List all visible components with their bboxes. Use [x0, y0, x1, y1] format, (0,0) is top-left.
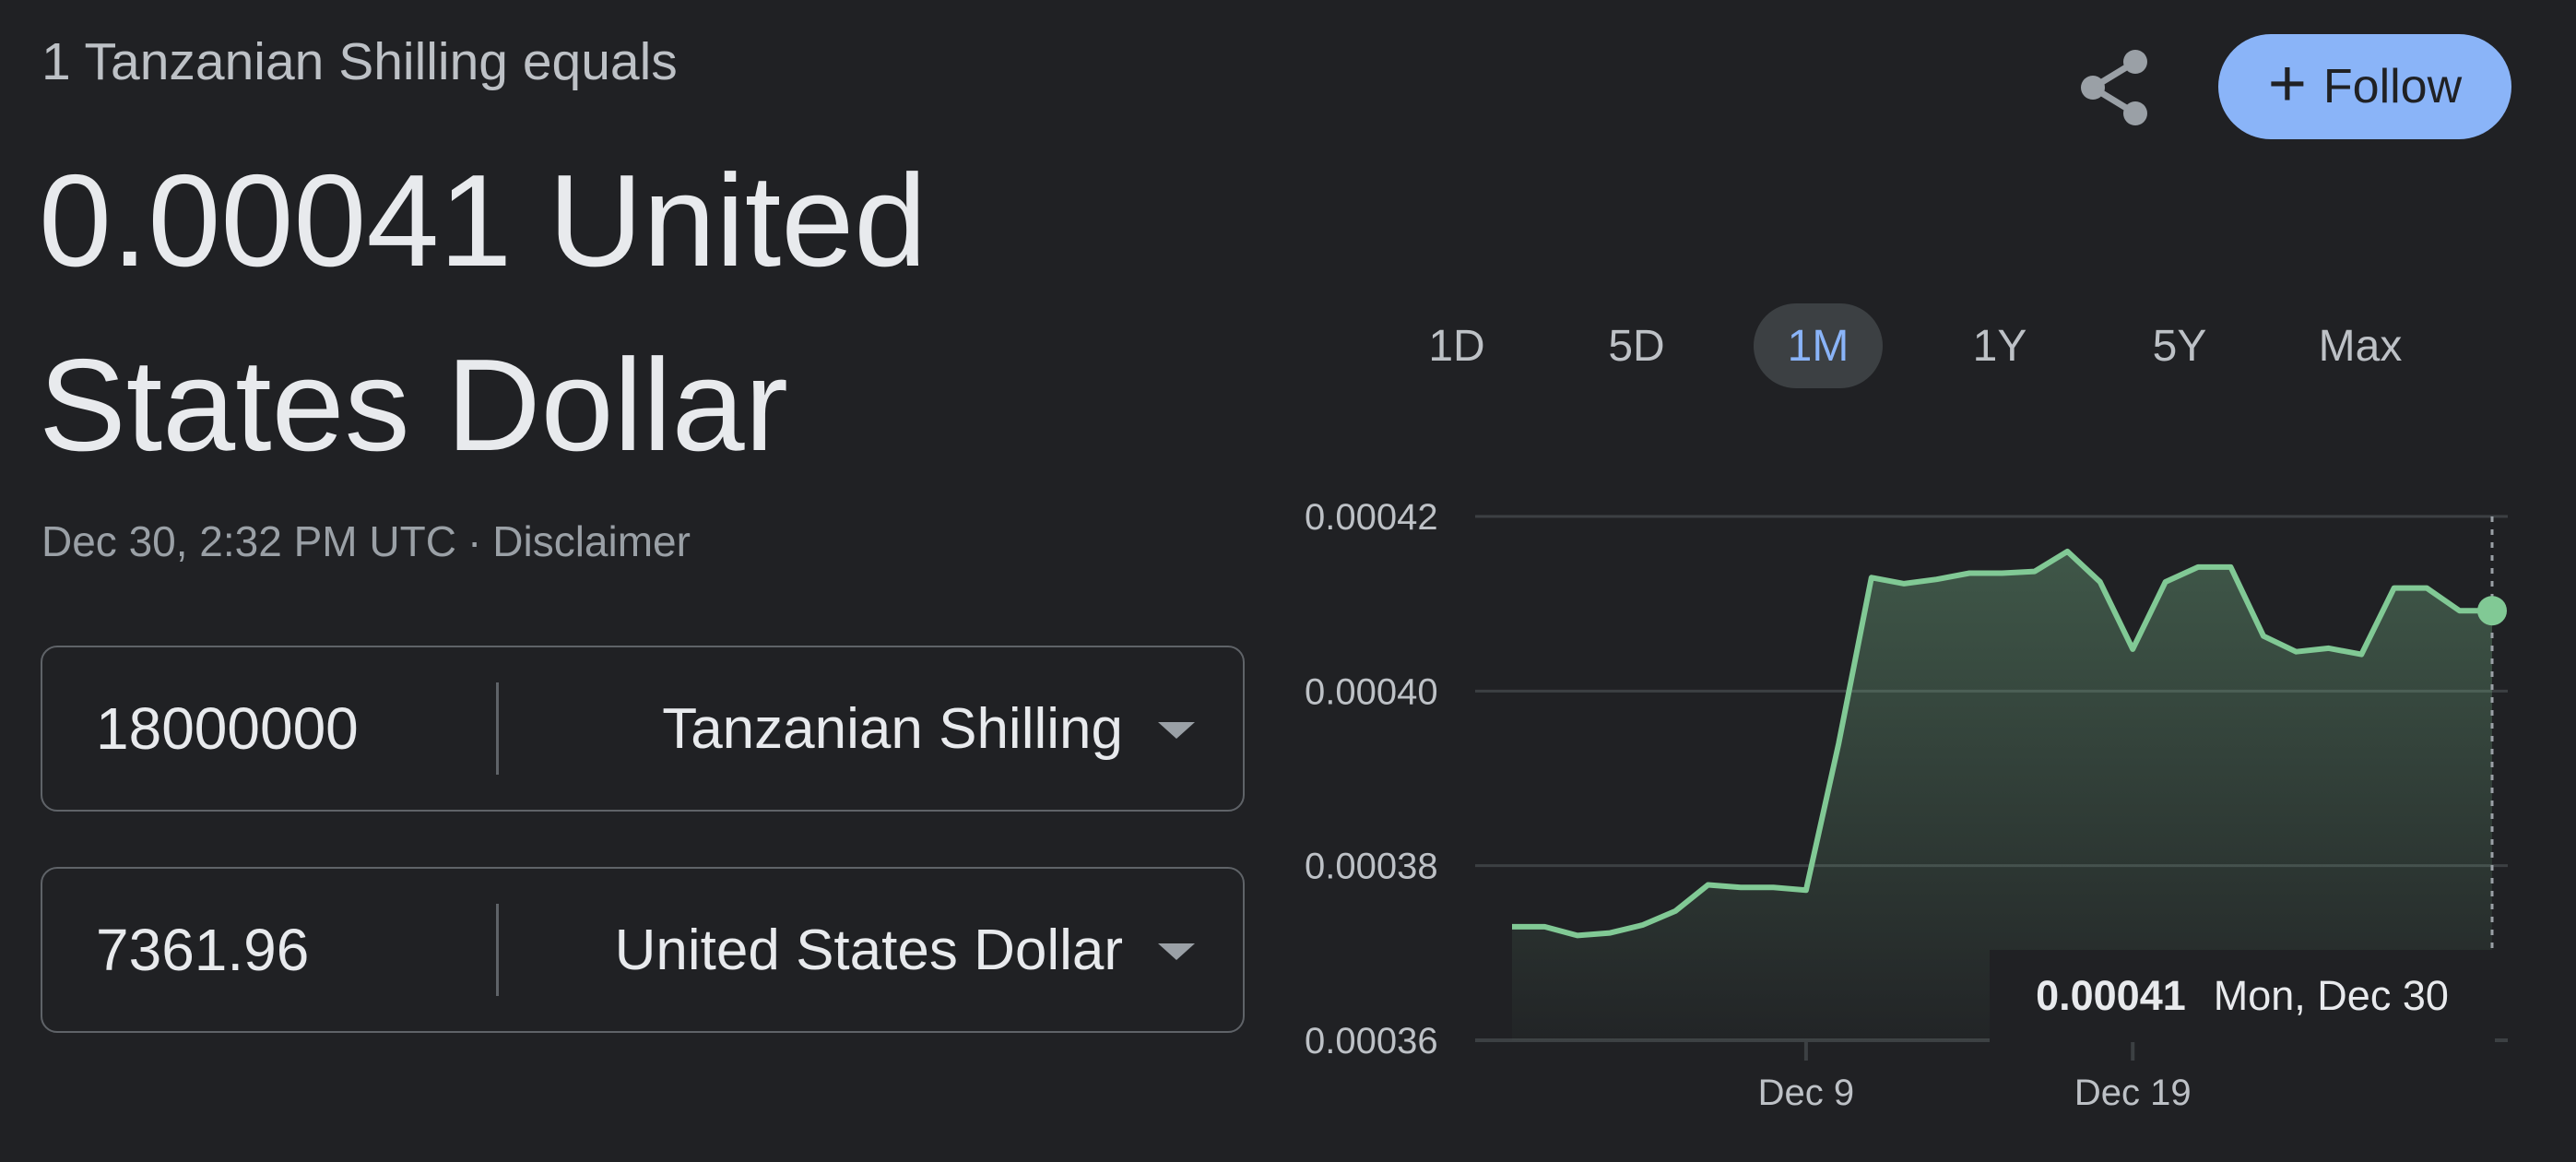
y-tick-label: 0.00038	[1305, 847, 1438, 887]
timestamp-line: Dec 30, 2:32 PM UTC · Disclaimer	[41, 516, 691, 566]
tab-1y[interactable]: 1Y	[1972, 321, 2027, 371]
tooltip-value: 0.00041	[2036, 972, 2186, 1019]
chevron-down-icon[interactable]	[1158, 722, 1195, 739]
disclaimer-link[interactable]: Disclaimer	[492, 517, 691, 565]
from-currency-select[interactable]: Tanzanian Shilling	[662, 696, 1123, 761]
y-tick-label: 0.00036	[1305, 1021, 1438, 1061]
x-tick-label: Dec 9	[1758, 1073, 1855, 1113]
follow-label: Follow	[2322, 60, 2463, 113]
current-value-marker	[2477, 596, 2507, 626]
chart-line	[1512, 548, 2492, 939]
plus-icon: +	[2267, 47, 2307, 121]
to-currency-select[interactable]: United States Dollar	[614, 918, 1123, 982]
chevron-down-icon[interactable]	[1158, 943, 1195, 960]
follow-button[interactable]: + Follow	[2218, 34, 2511, 139]
separator: ·	[467, 517, 482, 565]
divider	[496, 682, 499, 775]
from-currency-row: Tanzanian Shilling	[41, 646, 1245, 812]
chart-tooltip: 0.00041 Mon, Dec 30	[1990, 950, 2495, 1042]
equals-label: 1 Tanzanian Shilling equals	[41, 32, 678, 91]
tab-1m[interactable]: 1M	[1754, 303, 1883, 388]
divider	[496, 904, 499, 996]
tab-max[interactable]: Max	[2318, 321, 2403, 371]
tab-1d[interactable]: 1D	[1428, 321, 1485, 371]
to-amount-input[interactable]	[96, 869, 502, 1031]
y-tick-label: 0.00040	[1305, 671, 1438, 712]
timestamp: Dec 30, 2:32 PM UTC	[41, 517, 456, 565]
conversion-result: 0.00041 United States Dollar	[39, 148, 928, 479]
to-currency-row: United States Dollar	[41, 867, 1245, 1033]
tooltip-date: Mon, Dec 30	[2213, 972, 2449, 1019]
x-tick-label: Dec 19	[2074, 1073, 2192, 1113]
y-tick-label: 0.00042	[1305, 497, 1438, 538]
tab-5d[interactable]: 5D	[1608, 321, 1665, 371]
from-amount-input[interactable]	[96, 647, 502, 810]
tab-5y[interactable]: 5Y	[2152, 321, 2207, 371]
share-icon	[2081, 50, 2147, 125]
share-button[interactable]	[2065, 37, 2167, 138]
chart-area	[1512, 551, 2492, 1040]
